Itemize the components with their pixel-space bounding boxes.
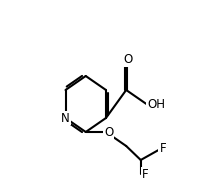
Text: OH: OH xyxy=(147,98,165,111)
Text: N: N xyxy=(61,111,70,124)
Text: O: O xyxy=(124,54,133,67)
Text: F: F xyxy=(142,168,148,178)
Text: O: O xyxy=(104,125,113,138)
Text: F: F xyxy=(160,142,166,155)
